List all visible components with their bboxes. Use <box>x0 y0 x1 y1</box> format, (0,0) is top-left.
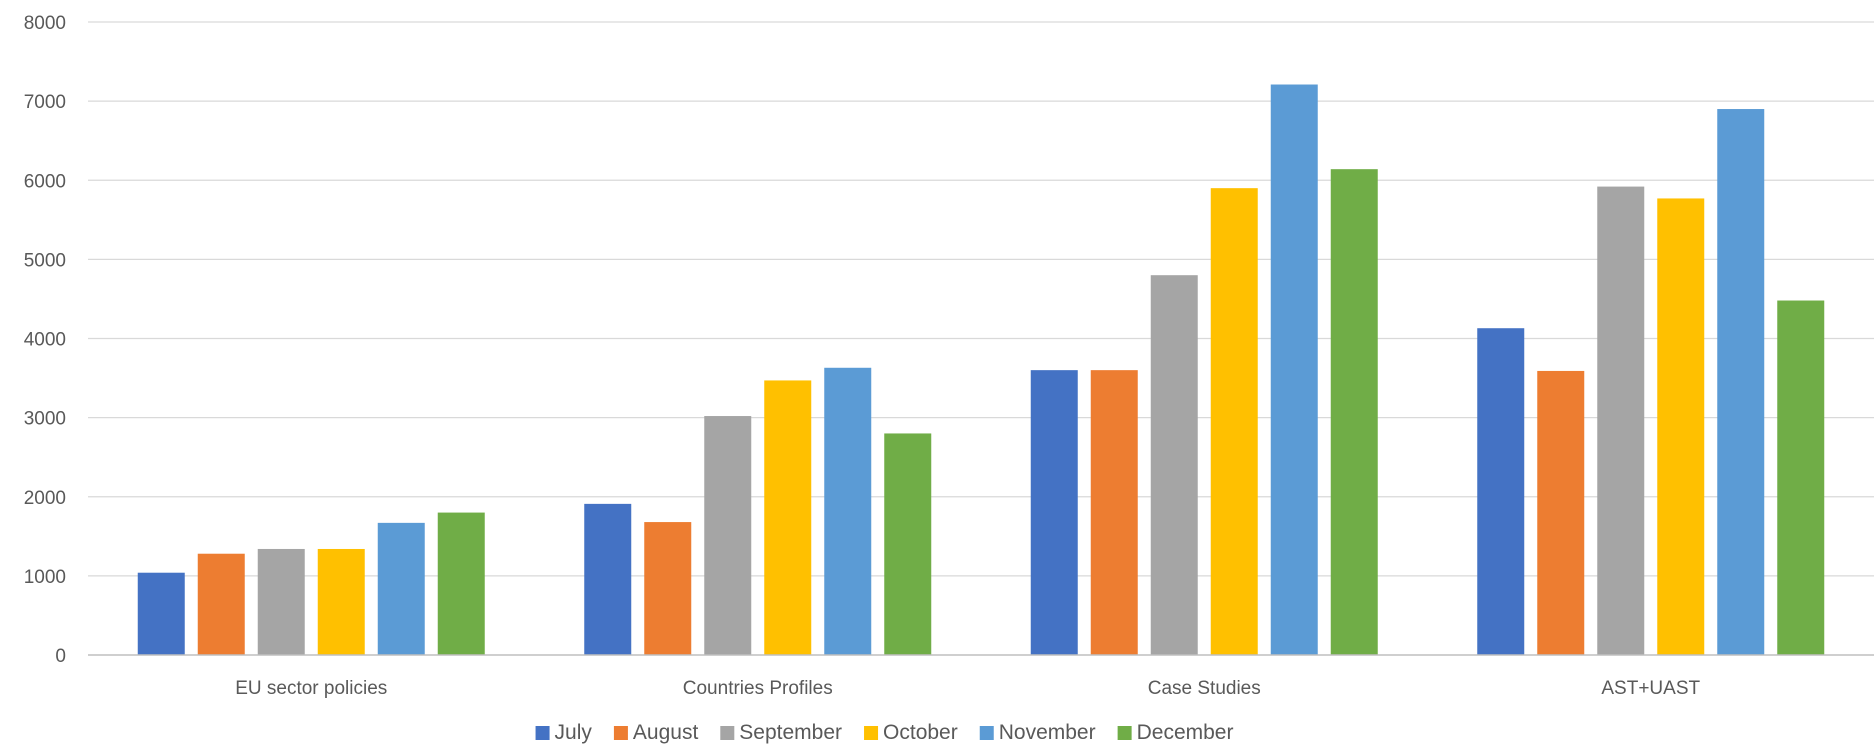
bar-september-3 <box>1150 275 1198 655</box>
legend-item-september: September <box>720 721 842 744</box>
y-tick-label: 7000 <box>24 92 66 113</box>
bar-december-2 <box>884 433 932 655</box>
x-category-label: Case Studies <box>1148 678 1261 699</box>
bar-november-1 <box>377 522 425 655</box>
bar-november-3 <box>1270 84 1318 656</box>
bar-august-4 <box>1537 370 1585 655</box>
legend-swatch <box>864 726 879 740</box>
legend-label: October <box>883 721 958 744</box>
x-category-label: EU sector policies <box>235 678 387 699</box>
bar-december-1 <box>437 512 485 655</box>
legend-label: December <box>1137 721 1234 744</box>
gridlines <box>88 21 1874 577</box>
x-axis-category-labels: EU sector policies Countries Profiles Case… <box>235 678 1700 699</box>
bar-august-1 <box>197 553 245 655</box>
y-tick-label: 0 <box>55 646 66 667</box>
bars <box>137 84 1825 656</box>
bar-october-3 <box>1210 188 1258 655</box>
bar-november-2 <box>824 367 872 655</box>
legend-swatch <box>1117 726 1132 740</box>
bar-october-2 <box>764 380 812 655</box>
bar-august-2 <box>644 522 692 655</box>
legend-label: July <box>555 721 593 744</box>
bar-september-1 <box>257 548 305 655</box>
bar-july-4 <box>1477 328 1525 655</box>
x-category-label: Countries Profiles <box>683 678 833 699</box>
bar-december-4 <box>1777 300 1825 655</box>
y-tick-label: 6000 <box>24 171 66 192</box>
legend-item-october: October <box>864 721 958 744</box>
bar-september-4 <box>1597 186 1645 655</box>
legend-item-december: December <box>1117 721 1234 744</box>
y-tick-label: 8000 <box>24 13 66 34</box>
bar-july-1 <box>137 572 185 655</box>
y-axis-tick-labels: 0 1000 2000 3000 4000 5000 6000 7000 8000 <box>24 13 66 667</box>
legend-swatch <box>535 726 550 740</box>
legend-swatch <box>720 726 735 740</box>
legend-item-november: November <box>979 721 1096 744</box>
y-tick-label: 4000 <box>24 330 66 351</box>
bar-november-4 <box>1717 109 1765 656</box>
legend-swatch <box>979 726 994 740</box>
legend-swatch <box>613 726 628 740</box>
y-tick-label: 3000 <box>24 409 66 430</box>
y-tick-label: 5000 <box>24 250 66 271</box>
bar-october-1 <box>317 548 365 655</box>
x-category-label: AST+UAST <box>1601 678 1700 699</box>
legend-item-july: July <box>535 721 593 744</box>
bar-july-3 <box>1030 370 1078 655</box>
bar-september-2 <box>704 416 752 655</box>
bar-december-3 <box>1330 169 1378 656</box>
legend-label: August <box>633 721 699 744</box>
y-tick-label: 2000 <box>24 488 66 509</box>
bar-october-4 <box>1657 198 1705 656</box>
legend-label: November <box>999 721 1096 744</box>
bar-july-2 <box>584 503 632 655</box>
legend-label: September <box>739 721 842 744</box>
bar-august-3 <box>1090 370 1138 655</box>
y-tick-label: 1000 <box>24 567 66 588</box>
legend-item-august: August <box>613 721 699 744</box>
legend: July August September October November Decemb… <box>535 721 1234 744</box>
